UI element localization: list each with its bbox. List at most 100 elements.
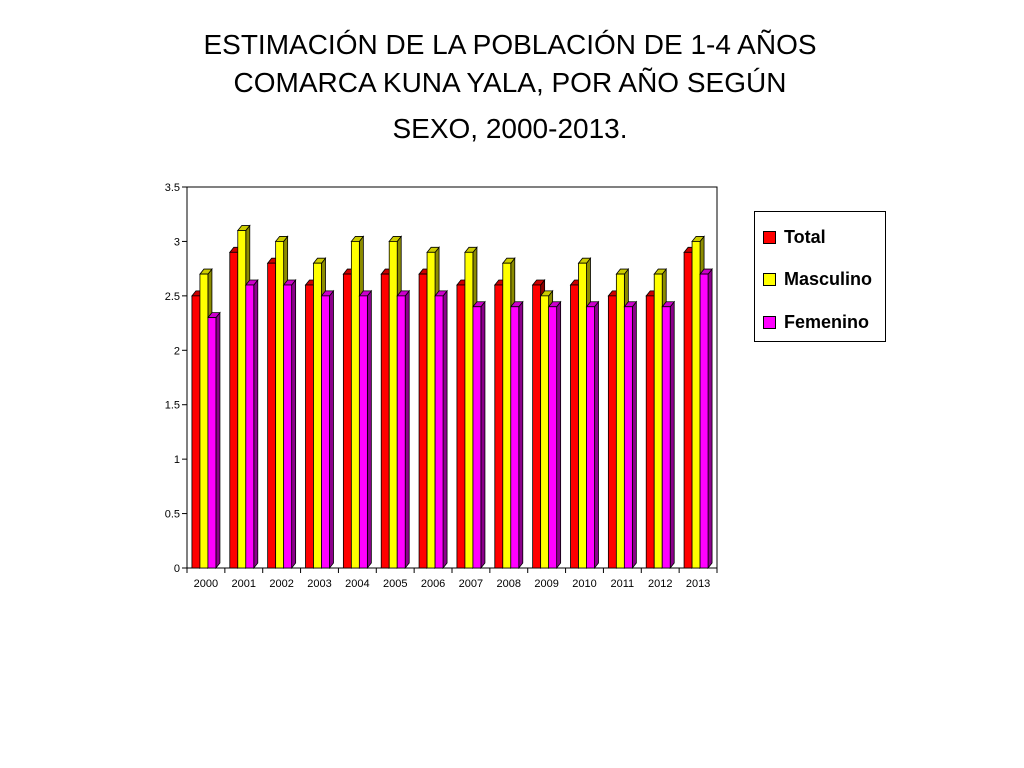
bar-front <box>267 262 277 569</box>
bar-femenino-2003 <box>320 289 335 570</box>
bar-front <box>237 230 247 569</box>
x-tick-label: 2000 <box>194 578 218 590</box>
x-tick-label: 2001 <box>232 578 256 590</box>
x-tick-label: 2005 <box>383 578 407 590</box>
bar-front <box>653 273 663 569</box>
bar-front <box>683 251 693 569</box>
bar-side <box>480 300 486 570</box>
bar-side <box>404 289 410 570</box>
bar-front <box>532 284 542 569</box>
chart-title: ESTIMACIÓN DE LA POBLACIÓN DE 1-4 AÑOS C… <box>120 26 900 148</box>
bar-front <box>342 273 352 569</box>
bar-front <box>502 262 512 569</box>
legend-item-masculino: Masculino <box>763 268 872 290</box>
legend-item-femenino: Femenino <box>763 311 869 333</box>
legend-label: Total <box>784 226 826 247</box>
bar-front <box>426 251 436 569</box>
bar-femenino-2012 <box>661 300 676 570</box>
legend-item-total: Total <box>763 226 826 248</box>
bar-side <box>291 278 297 570</box>
bar-front <box>191 295 201 569</box>
title-line-2: COMARCA KUNA YALA, POR AÑO SEGÚN <box>233 67 787 98</box>
y-tick-label: 3.5 <box>165 182 180 194</box>
y-tick-label: 2 <box>174 345 180 357</box>
bar-front <box>321 295 330 569</box>
bar-front <box>540 295 550 569</box>
bar-femenino-2000 <box>207 311 221 570</box>
x-tick-label: 2007 <box>459 578 483 590</box>
bar-femenino-2005 <box>396 289 411 570</box>
y-tick-label: 1.5 <box>165 400 180 412</box>
x-tick-label: 2013 <box>686 578 710 590</box>
legend-swatch <box>763 230 776 244</box>
bar-front <box>699 273 709 569</box>
bar-femenino-2001 <box>244 278 259 570</box>
legend-swatch <box>763 315 776 329</box>
bar-front <box>283 284 293 569</box>
bar-front <box>245 284 255 569</box>
bar-front <box>350 241 360 569</box>
bar-front <box>207 317 217 569</box>
bar-side <box>518 300 524 570</box>
bar-side <box>669 300 675 570</box>
y-tick-label: 3 <box>174 236 180 248</box>
bar-front <box>275 241 285 569</box>
bar-front <box>434 295 444 569</box>
bar-side <box>707 267 713 570</box>
bar-front <box>510 306 520 569</box>
bar-front <box>661 306 671 569</box>
bar-front <box>358 295 368 569</box>
bar-front <box>691 241 701 569</box>
bar-side <box>366 289 372 570</box>
bar-front <box>645 295 655 569</box>
bar-front <box>494 284 504 569</box>
y-tick-label: 1 <box>174 454 180 466</box>
y-tick-label: 2.5 <box>165 291 180 303</box>
bar-front <box>313 262 322 569</box>
x-tick-label: 2002 <box>269 578 293 590</box>
bar-front <box>615 273 625 569</box>
x-tick-label: 2008 <box>497 578 521 590</box>
x-tick-label: 2003 <box>307 578 331 590</box>
bar-front <box>456 284 466 569</box>
x-tick-label: 2006 <box>421 578 445 590</box>
bar-femenino-2007 <box>472 300 486 570</box>
x-tick-label: 2004 <box>345 578 369 590</box>
legend-label: Masculino <box>784 268 873 289</box>
x-tick-label: 2012 <box>648 578 672 590</box>
title-line-1: ESTIMACIÓN DE LA POBLACIÓN DE 1-4 AÑOS <box>203 29 817 60</box>
legend: Total Masculino Femenino <box>754 211 886 342</box>
bar-front <box>396 295 406 569</box>
bar-side <box>631 300 637 570</box>
bar-side <box>215 311 221 570</box>
bar-front <box>388 241 398 569</box>
bar-front <box>570 284 579 569</box>
bar-femenino-2008 <box>509 300 524 570</box>
bar-side <box>442 289 448 570</box>
bar-femenino-2011 <box>623 300 638 570</box>
bar-femenino-2006 <box>434 289 448 570</box>
bar-femenino-2009 <box>547 300 562 570</box>
bar-femenino-2002 <box>282 278 297 570</box>
bar-side <box>594 300 599 570</box>
bar-front <box>464 251 474 569</box>
bar-front <box>607 295 617 569</box>
bar-front <box>578 262 587 569</box>
bar-front <box>472 306 482 569</box>
legend-swatch <box>763 272 776 286</box>
bar-femenino-2004 <box>358 289 373 570</box>
bar-front <box>380 273 390 569</box>
bar-front <box>305 284 314 569</box>
bar-front <box>229 251 239 569</box>
bar-femenino-2010 <box>585 300 600 570</box>
bar-front <box>548 306 558 569</box>
legend-label: Femenino <box>784 311 870 332</box>
bar-femenino-2013 <box>699 267 713 570</box>
y-tick-label: 0 <box>174 563 180 575</box>
bar-front <box>586 306 595 569</box>
bar-side <box>253 278 259 570</box>
plot-area <box>186 186 718 569</box>
bar-side <box>556 300 562 570</box>
bar-front <box>623 306 633 569</box>
